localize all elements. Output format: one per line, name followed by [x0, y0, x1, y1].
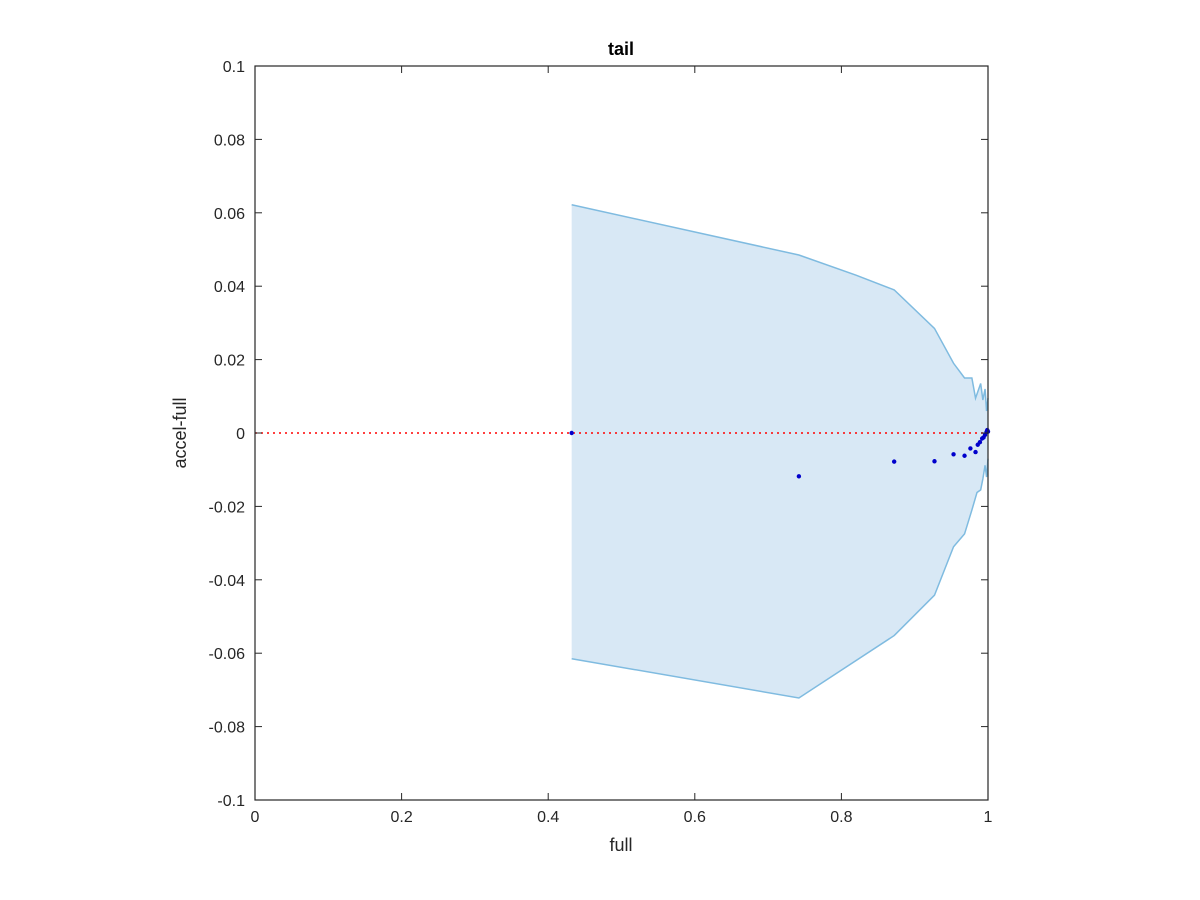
data-point-7 [973, 449, 978, 455]
y-tick-label-6: 0.02 [214, 353, 245, 370]
data-point-9 [977, 439, 983, 445]
y-axis-label: accel-full [170, 397, 190, 468]
axes: 0 0.2 0.4 0.6 0.8 1 -0.1 -0.08 -0.06 -0.04 -0.02 0 0… [209, 59, 993, 826]
y-tick-label-5: 0 [236, 426, 245, 443]
x-tick-label-1: 0.2 [390, 809, 412, 826]
x-tick-label-0: 0 [251, 809, 260, 826]
x-axis-label: full [609, 835, 632, 855]
data-points [569, 427, 991, 479]
x-tick-label-4: 0.8 [830, 809, 852, 826]
chart-title: tail [608, 39, 634, 59]
y-tick-label-4: -0.02 [209, 499, 246, 516]
band-fill [571, 204, 988, 698]
data-point-5 [962, 453, 967, 458]
data-point-2 [891, 459, 897, 464]
band-lower-edge [571, 458, 989, 699]
data-point-3 [932, 459, 937, 464]
y-tick-label-8: 0.06 [214, 206, 245, 223]
band-upper-edge [571, 203, 989, 412]
y-tick-label-9: 0.08 [214, 132, 245, 149]
data-point-1 [796, 474, 802, 479]
data-point-0 [569, 430, 574, 436]
y-tick-label-10: 0.1 [223, 59, 245, 76]
data-point-4 [951, 452, 956, 457]
data-point-6 [968, 446, 973, 451]
x-tick-label-3: 0.6 [684, 809, 706, 826]
x-tick-label-5: 1 [984, 809, 993, 826]
y-tick-label-3: -0.04 [209, 573, 246, 590]
y-tick-label-7: 0.04 [214, 279, 245, 296]
y-tick-label-2: -0.06 [209, 646, 246, 663]
x-tick-label-2: 0.4 [537, 809, 559, 826]
confidence-band [571, 203, 989, 699]
y-tick-label-1: -0.08 [209, 720, 246, 737]
y-tick-label-0: -0.1 [217, 793, 245, 810]
